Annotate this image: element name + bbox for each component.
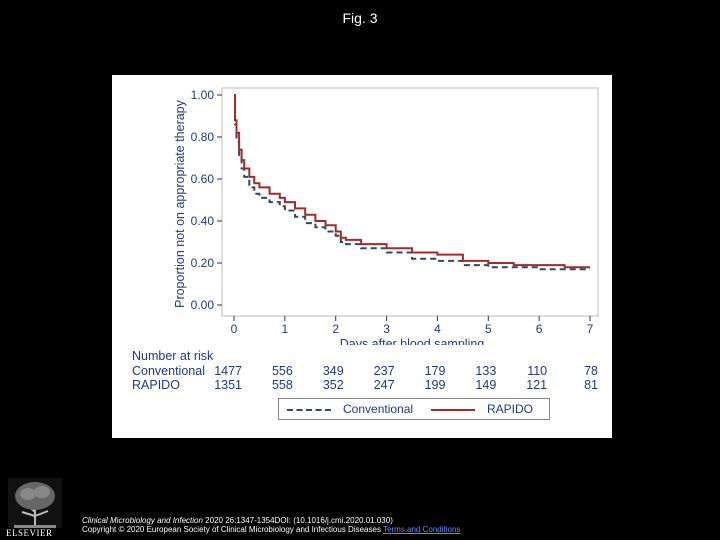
journal-name: Clinical Microbiology and Infection — [82, 516, 203, 525]
x-tick-label: 4 — [434, 322, 441, 336]
copyright-text: Copyright © 2020 European Society of Cli… — [82, 525, 384, 534]
x-tick-label: 6 — [536, 322, 543, 336]
risk-value: 110 — [527, 364, 548, 378]
y-tick-label: 0.00 — [191, 298, 215, 312]
risk-value: 179 — [424, 364, 446, 378]
risk-value: 199 — [424, 378, 446, 392]
x-tick-label: 2 — [332, 322, 339, 336]
legend-label: Conventional — [343, 402, 414, 416]
x-tick-label: 3 — [383, 322, 390, 336]
risk-value: 121 — [526, 378, 548, 392]
y-axis-label: Proportion not on appropriate therapy — [173, 99, 187, 308]
figure-panel: 0.00 0.20 0.40 0.60 0.80 1.00 0 1 2 3 4 5 6 7 Days aft… — [112, 75, 612, 438]
footer-citation: Clinical Microbiology and Infection 2020… — [82, 516, 460, 534]
risk-value: 1351 — [214, 378, 242, 392]
risk-row-label: RAPIDO — [132, 378, 180, 392]
risk-table-header: Number at risk — [132, 349, 214, 363]
risk-value: 349 — [322, 364, 344, 378]
legend-item-conventional: Conventional — [287, 402, 413, 416]
x-tick-label: 0 — [231, 322, 238, 336]
risk-value: 78 — [584, 364, 598, 378]
risk-value: 149 — [475, 378, 497, 392]
x-tick-label: 1 — [282, 322, 289, 336]
risk-value: 556 — [271, 364, 293, 378]
y-tick-label: 0.80 — [191, 130, 215, 144]
risk-value: 1477 — [214, 364, 242, 378]
survival-chart: 0.00 0.20 0.40 0.60 0.80 1.00 0 1 2 3 4 5 6 7 Days aft… — [173, 87, 599, 345]
x-axis-label: Days after blood sampling — [340, 337, 485, 345]
risk-value: 237 — [373, 364, 395, 378]
risk-value: 81 — [584, 378, 598, 392]
risk-row-label: Conventional — [132, 364, 205, 378]
y-tick-label: 0.40 — [191, 214, 215, 228]
elsevier-tree-logo-icon — [8, 478, 62, 528]
legend-item-rapido: RAPIDO — [431, 402, 533, 416]
terms-link[interactable]: Terms and Conditions — [383, 525, 461, 534]
risk-value: 133 — [475, 364, 497, 378]
risk-value: 558 — [271, 378, 293, 392]
citation-text: 2020 26:1347-1354DOI: (10.1016/j.cmi.202… — [202, 516, 393, 525]
legend-swatch-solid — [431, 408, 475, 411]
risk-value: 247 — [373, 378, 395, 392]
risk-value: 352 — [322, 378, 344, 392]
x-tick-label: 7 — [587, 322, 594, 336]
y-tick-label: 0.60 — [191, 172, 215, 186]
elsevier-logo-text: ELSEVIER — [6, 528, 53, 538]
x-tick-label: 5 — [485, 322, 492, 336]
slide-title: Fig. 3 — [342, 10, 378, 26]
y-tick-label: 0.20 — [191, 256, 215, 270]
legend-swatch-dashed — [287, 408, 331, 411]
series-line-rapido — [234, 94, 590, 269]
chart-legend: Conventional RAPIDO — [278, 398, 550, 420]
y-tick-label: 1.00 — [191, 88, 215, 102]
legend-label: RAPIDO — [487, 402, 534, 416]
